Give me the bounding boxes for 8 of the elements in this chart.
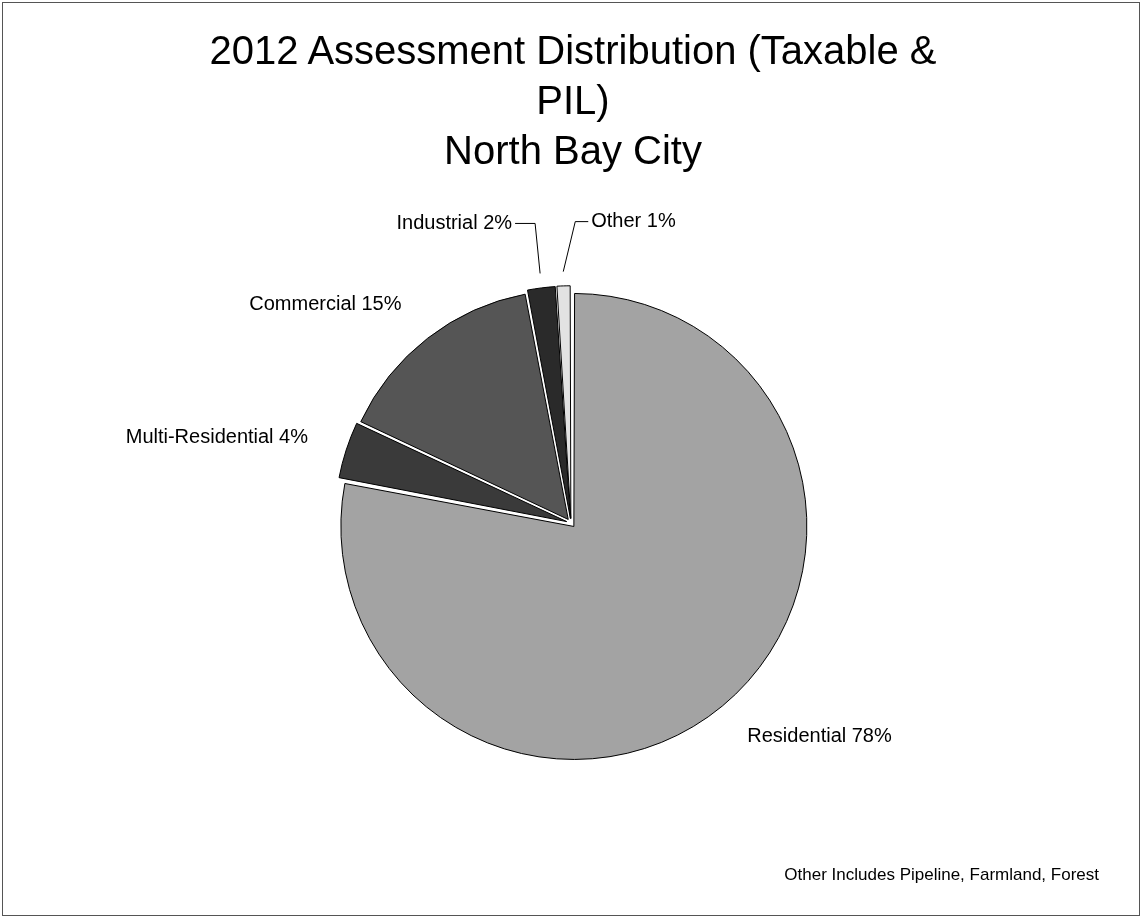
slice-label: Residential 78%: [747, 723, 892, 746]
slice-label: Multi-Residential 4%: [125, 425, 309, 448]
text: Other Includes Pipeline, Farmland, Forest: [784, 865, 1099, 885]
slice-label: Other 1%: [591, 209, 676, 232]
slice-label: Industrial 2%: [396, 210, 513, 233]
chart-title: 2012 Assessment Distribution (Taxable & PIL): [208, 27, 938, 124]
slice-label: Commercial 15%: [249, 292, 402, 315]
chart-subtitle: North Bay City: [443, 127, 703, 174]
